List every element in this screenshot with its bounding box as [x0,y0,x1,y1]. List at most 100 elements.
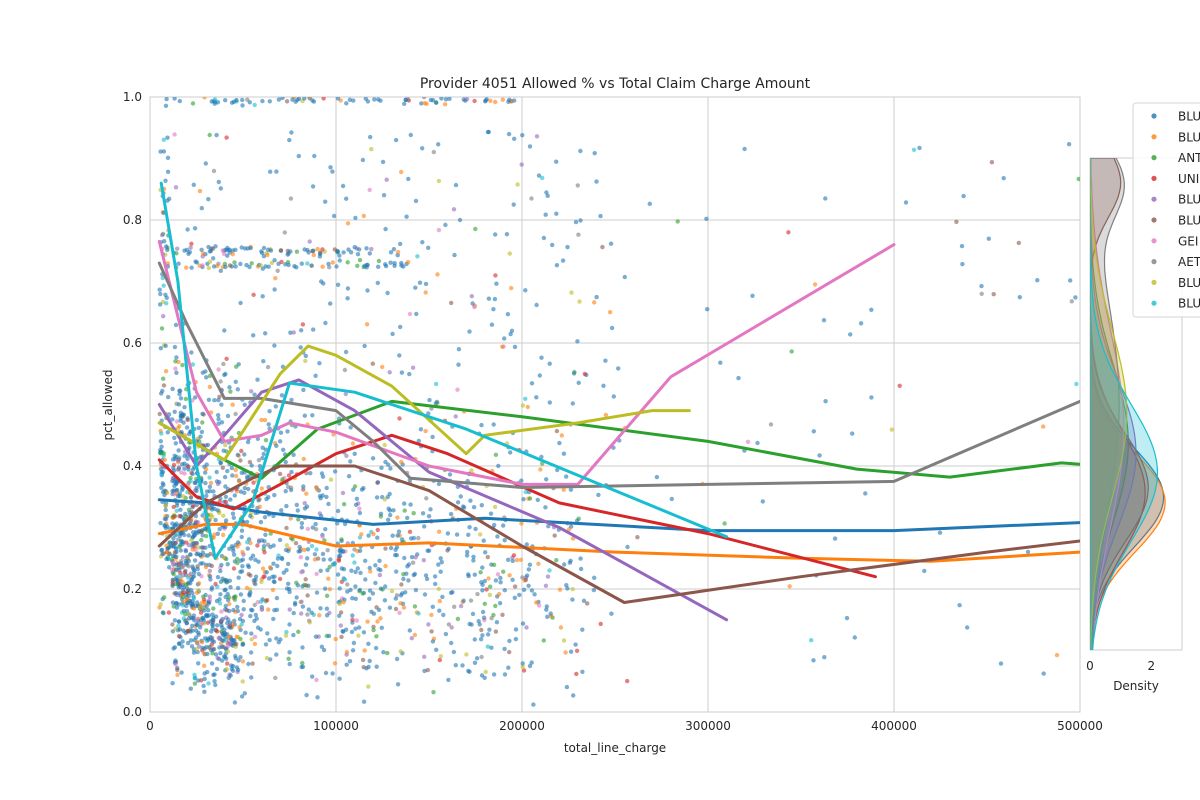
scatter-point [233,264,238,269]
scatter-point [271,561,276,566]
scatter-point [388,466,393,471]
scatter-point [180,362,185,368]
scatter-point [536,173,542,178]
scatter-point [303,353,308,359]
scatter-point [401,572,406,577]
scatter-point [488,98,493,104]
scatter-point [188,478,193,484]
scatter-point [212,672,217,677]
scatter-point [244,585,250,591]
scatter-point [163,507,168,513]
scatter-point [257,504,262,509]
scatter-point [545,614,550,619]
scatter-point [357,625,362,630]
scatter-point [247,592,252,597]
scatter-point [227,620,233,625]
scatter-point [249,675,254,680]
scatter-point [760,499,765,504]
scatter-point [353,596,358,601]
legend-item: BLU [1151,276,1200,290]
scatter-point [337,586,342,591]
scatter-point [433,581,438,587]
scatter-point [284,503,289,509]
scatter-point [202,676,207,682]
scatter-point [863,491,868,496]
scatter-point [232,260,237,265]
scatter-point [174,605,180,610]
scatter-point [547,361,552,366]
scatter-point [249,637,254,642]
scatter-point [159,326,165,331]
scatter-point [496,591,502,597]
scatter-point [212,97,218,102]
density-curve [1090,158,1166,650]
scatter-point [172,97,177,101]
scatter-point [203,161,208,166]
scatter-point [173,441,178,446]
scatter-point [172,409,177,414]
scatter-point [231,607,236,613]
scatter-point [384,177,389,182]
scatter-point [192,558,198,563]
scatter-point [310,525,315,530]
scatter-point [175,667,180,673]
scatter-point [568,487,574,492]
scatter-point [283,262,288,267]
scatter-point [576,232,581,237]
scatter-point [489,322,495,327]
scatter-point [504,232,510,237]
scatter-point [453,663,458,668]
scatter-point [247,100,252,105]
scatter-point [545,193,550,198]
scatter-point [238,636,243,642]
scatter-point [506,131,512,137]
scatter-point [421,97,427,100]
legend-marker [1151,175,1157,181]
scatter-point [240,618,246,624]
scatter-point [472,660,478,665]
legend-label: AET [1178,255,1200,269]
scatter-point [249,631,254,636]
scatter-point [186,482,191,487]
scatter-point [160,610,166,615]
scatter-point [225,649,231,654]
scatter-point [301,387,306,393]
scatter-point [260,294,265,299]
scatter-point [231,566,237,571]
scatter-point [575,183,580,188]
scatter-point [212,398,217,403]
scatter-point [183,612,188,617]
legend-item: BLU [1151,193,1200,207]
scatter-point [466,572,471,577]
scatter-point [216,421,221,426]
scatter-point [194,646,199,651]
scatter-point [328,301,333,306]
scatter-point [245,246,250,251]
scatter-point [317,361,322,366]
scatter-point [445,531,451,536]
scatter-point [344,649,350,655]
scatter-point [208,480,214,486]
scatter-point [210,514,215,519]
scatter-point [367,187,372,193]
scatter-point [279,508,284,513]
scatter-point [263,438,269,443]
scatter-point [203,545,208,550]
scatter-point [246,661,251,667]
scatter-point [346,247,351,252]
scatter-point [190,101,196,106]
scatter-point [337,613,342,618]
scatter-point [178,634,183,640]
scatter-point [259,249,264,254]
scatter-point [303,358,308,364]
scatter-point [209,563,214,569]
scatter-point [188,518,193,524]
scatter-point [270,574,275,579]
scatter-point [395,249,401,255]
scatter-point [234,634,239,639]
scatter-point [187,249,192,255]
scatter-point [285,252,290,257]
scatter-point [491,422,496,427]
scatter-point [311,327,316,332]
scatter-point [348,587,353,593]
